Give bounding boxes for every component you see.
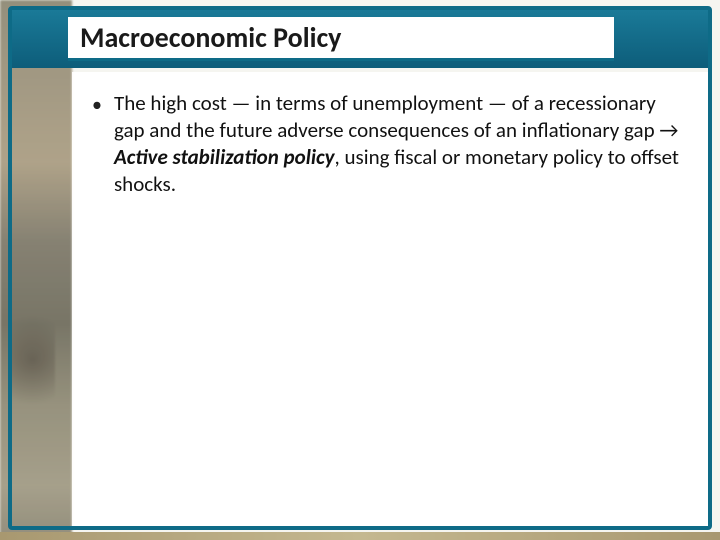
body-pre: The high cost — in terms of unemployment… [114, 90, 678, 143]
slide-title: Macroeconomic Policy [80, 20, 341, 55]
content-area: • The high cost — in terms of unemployme… [72, 72, 708, 526]
bullet-text: The high cost — in terms of unemployment… [114, 90, 680, 198]
title-bar: Macroeconomic Policy [12, 10, 708, 68]
bullet-marker: • [92, 92, 102, 118]
title-inner-box: Macroeconomic Policy [68, 17, 614, 61]
body-bold: Active stabilization policy [114, 144, 335, 170]
bullet-item: • The high cost — in terms of unemployme… [92, 90, 680, 198]
bottom-edge-strip [0, 532, 720, 540]
